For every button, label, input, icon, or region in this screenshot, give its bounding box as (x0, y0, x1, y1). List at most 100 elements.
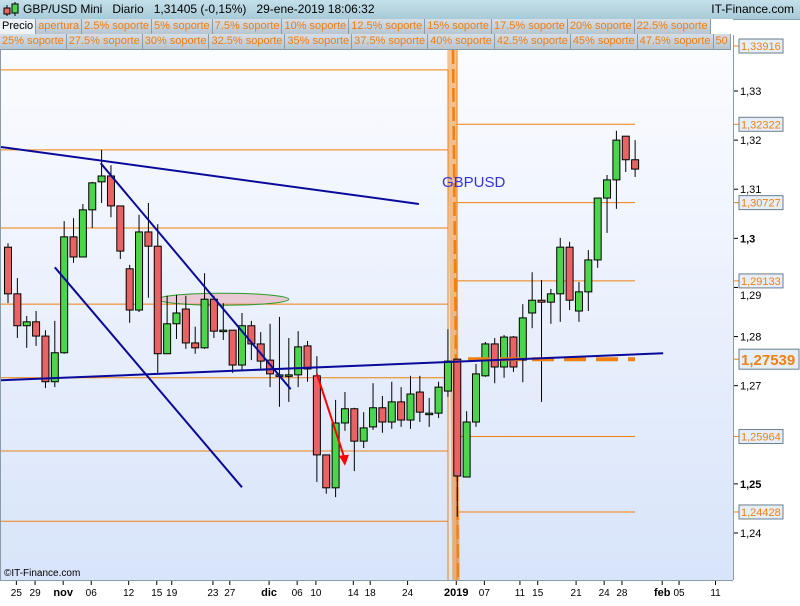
support-level-line (1, 520, 449, 580)
indicator-tab[interactable]: 17.5% soporte (491, 19, 568, 35)
candle-down (312, 375, 321, 456)
candle-down (153, 245, 162, 355)
level-label: 1,29133 (741, 276, 781, 288)
trendline (54, 266, 243, 488)
candle-down (565, 246, 574, 301)
candle-up (603, 179, 612, 199)
level-label-box (738, 273, 784, 289)
candle-up (425, 412, 434, 416)
x-tick-label: 21 (571, 588, 583, 599)
level-label: 1,30727 (741, 198, 781, 210)
level-label-box (738, 429, 784, 445)
indicator-tab[interactable]: 30% soporte (142, 34, 210, 50)
candle-up (462, 421, 471, 478)
candle-up (200, 298, 209, 349)
price-axis: 1,33 1,32 1,31 1,3 1,29 1,28 1,27 1,25 1,24 1,339… (733, 35, 800, 580)
candle-down (106, 175, 115, 207)
indicator-tab[interactable]: 7.5% soporte (212, 19, 283, 35)
y-tick-label: 1,24 (740, 528, 761, 540)
indicator-tab[interactable]: 37.5% soporte (352, 34, 429, 50)
indicator-tab[interactable]: 25% soporte (0, 34, 67, 50)
candle-up (331, 422, 340, 489)
indicator-tab[interactable]: 15% soporte (425, 19, 492, 35)
indicator-tab[interactable]: 40% soporte (428, 34, 495, 50)
y-tick-label: 1,33 (740, 86, 761, 98)
candle-up (78, 209, 87, 258)
indicator-tab[interactable]: 10% soporte (282, 19, 350, 35)
x-tick-label: 24 (599, 588, 611, 599)
x-tick-label: 29 (30, 588, 42, 599)
indicator-tab[interactable]: 12.5% soporte (349, 19, 426, 35)
level-label: 1,24428 (741, 507, 781, 519)
support-level-line (456, 50, 458, 580)
candle-down (303, 345, 312, 370)
candle-down (631, 159, 640, 170)
indicator-tab[interactable]: 47.5% soporte (637, 34, 714, 50)
level-label: 1,25964 (741, 432, 781, 444)
indicator-tab[interactable]: apertura (36, 19, 83, 35)
indicator-tab[interactable]: 50 (713, 34, 731, 50)
x-tick-label: 28 (616, 588, 628, 599)
x-tick-label: 15 (151, 588, 163, 599)
indicator-tab[interactable]: 20% soporte (567, 19, 635, 35)
candle-down (125, 268, 134, 311)
candle-up (163, 323, 172, 355)
indicator-tab[interactable]: 35% soporte (285, 34, 353, 50)
brand-name: IT-Finance.com (711, 2, 794, 16)
chart-title: GBP/USD Mini Diario 1,31405 (-0,15%) 29-… (23, 2, 375, 16)
candle-down (32, 321, 41, 337)
candle-up (406, 393, 415, 421)
support-level-line (456, 202, 635, 580)
candle-up (556, 246, 565, 295)
level-label-box (738, 38, 784, 54)
candle-up (97, 175, 106, 183)
indicator-tab[interactable]: 42.5% soporte (494, 34, 571, 50)
y-tick-label: 1,29 (740, 290, 761, 302)
candle-down (415, 391, 424, 413)
time-line (450, 50, 457, 580)
candle-up (546, 293, 555, 303)
indicator-tab[interactable]: 5% soporte (152, 19, 213, 35)
candle-down (13, 293, 22, 327)
candle-up (238, 325, 246, 366)
indicator-tab[interactable]: 2.5% soporte (82, 19, 152, 35)
time-line (448, 50, 455, 580)
x-tick-label: 06 (86, 588, 98, 599)
candle-down (397, 401, 406, 421)
x-tick-label: 24 (402, 588, 414, 599)
x-tick-label: 2019 (444, 587, 468, 599)
current-price-label: 1,27539 (741, 352, 795, 369)
chart-plot-area[interactable]: GBPUSD (0, 50, 733, 580)
indicator-tabs-row-1: Precio apertura 2.5% soporte 5% soporte 7.5%… (0, 19, 733, 35)
candle-up (472, 373, 480, 423)
candle-down (4, 246, 12, 295)
candle-up (584, 259, 593, 293)
title-bar: GBP/USD Mini Diario 1,31405 (-0,15%) 29-… (0, 0, 800, 20)
x-tick-label: 27 (224, 588, 236, 599)
support-level-line (456, 280, 635, 580)
candle-up (172, 312, 181, 325)
candle-down (537, 299, 546, 303)
support-level-line (1, 450, 449, 580)
copyright: ©IT-Finance.com (4, 568, 81, 579)
candle-up (612, 139, 621, 181)
indicator-tab[interactable]: 32.5% soporte (209, 34, 286, 50)
arrow-line (315, 373, 346, 461)
current-price-box (738, 348, 800, 370)
candle-up (135, 231, 144, 311)
x-tick-label: 07 (479, 588, 491, 599)
candle-down (350, 408, 359, 442)
x-tick-label: 11 (710, 588, 721, 599)
indicator-tab[interactable]: 27.5% soporte (66, 34, 143, 50)
candle-up (219, 329, 228, 333)
candle-down (247, 325, 256, 345)
candle-up (50, 352, 59, 383)
arrow-head-icon (338, 454, 349, 466)
price-chart[interactable]: GBPUSD (1, 50, 734, 580)
x-tick-label: nov (53, 587, 73, 599)
indicator-tab[interactable]: 45% soporte (570, 34, 638, 50)
x-tick-label: 10 (310, 588, 322, 599)
candle-up (574, 291, 583, 312)
indicator-tab[interactable]: Precio (0, 19, 37, 35)
indicator-tab[interactable]: 22.5% soporte (634, 19, 711, 35)
